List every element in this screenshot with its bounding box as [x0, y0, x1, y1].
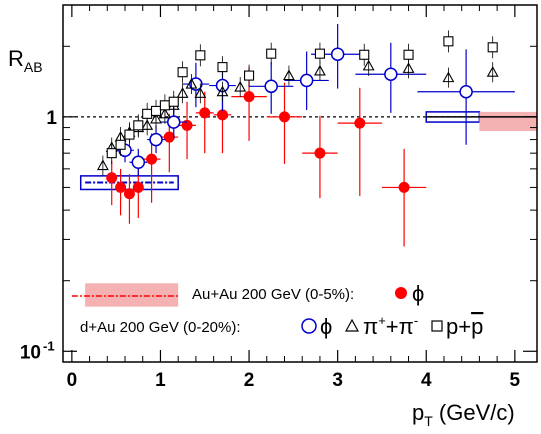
plot-frame: [62, 4, 538, 363]
filled-circle-point-1: [115, 181, 127, 193]
axis-titles: RAB pT (GeV/c): [8, 46, 515, 429]
legend-dau-phi-marker: [301, 318, 317, 334]
filled-circle-point-13: [398, 181, 410, 193]
filled-circle-point-5: [163, 131, 175, 143]
filled-circle-point-11: [314, 147, 326, 159]
x-axis-title-main: p: [412, 400, 424, 425]
legend: Au+Au 200 GeV (0-5%): ϕ d+Au 200 GeV (0-…: [71, 281, 483, 339]
open-square-point-15: [403, 49, 414, 60]
open-square-point-10: [217, 62, 228, 73]
filled-circle-point-12: [354, 117, 366, 129]
systematic-band-auau-2: [479, 111, 537, 132]
legend-dau-proton-label: p+p: [446, 314, 483, 339]
open-square-point-8: [177, 67, 188, 78]
open-square-point-14: [359, 49, 370, 60]
open-square-point-6: [159, 100, 170, 111]
series-open-square: [106, 30, 498, 165]
x-tick-label-2: 2: [244, 370, 255, 391]
legend-pion-sup-minus: -: [414, 313, 418, 328]
legend-auau-symbol: ϕ: [412, 281, 424, 306]
open-square-point-1: [115, 139, 126, 150]
open-square-point-16: [443, 36, 454, 47]
legend-auau-label: Au+Au 200 GeV (0-5%):: [192, 286, 354, 303]
open-circle-point-3: [166, 115, 181, 129]
filled-circle-point-8: [216, 109, 228, 121]
systematic-boxes: [79, 111, 537, 191]
filled-circle-point-10: [278, 111, 290, 123]
filled-circle-point-4: [146, 153, 158, 165]
open-square-point-17: [487, 42, 498, 53]
legend-dau-label: d+Au 200 GeV (0-20%):: [80, 319, 241, 336]
legend-pion-sup-plus: +: [378, 313, 386, 328]
open-square-point-13: [314, 48, 325, 59]
open-circle-point-10: [459, 84, 473, 99]
x-axis-title-unit: (GeV/c): [433, 400, 515, 425]
filled-circle-point-6: [181, 119, 193, 131]
x-tick-label-5: 5: [510, 370, 521, 391]
x-tick-label-1: 1: [155, 370, 166, 391]
y-axis-title-sub: AB: [24, 59, 43, 75]
filled-circle-point-9: [243, 91, 255, 103]
data-series: [96, 23, 515, 247]
filled-circle-point-7: [199, 107, 211, 119]
legend-dau-pion-label: π++π-: [363, 313, 418, 339]
filled-circle-point-0: [106, 172, 118, 184]
series-open-triangle: [96, 55, 499, 176]
axes: 0 1 2 3 4 5 1 10 -1: [20, 4, 538, 391]
open-square-point-2: [124, 129, 135, 140]
y-tick-label-exponent-1: -1: [43, 338, 55, 353]
legend-dau-proton-marker: [431, 320, 443, 332]
open-circle-point-7: [299, 73, 314, 88]
filled-circle-point-2: [123, 188, 135, 200]
y-tick-label-0: 1: [46, 108, 57, 129]
filled-circle-point-3: [132, 181, 144, 193]
legend-proton-pbar: p: [471, 314, 483, 339]
legend-auau-marker: [395, 287, 407, 299]
open-circle-point-8: [330, 47, 345, 61]
x-tick-label-0: 0: [67, 370, 78, 391]
open-square-point-11: [244, 70, 255, 81]
x-tick-label-3: 3: [332, 370, 343, 391]
open-square-point-5: [150, 105, 162, 116]
open-square-point-3: [133, 120, 144, 131]
series-filled-circle: [106, 67, 427, 247]
open-circle-point-2: [149, 132, 163, 147]
open-square-point-0: [106, 148, 117, 159]
open-square-point-9: [195, 50, 206, 61]
series-open-circle: [116, 23, 515, 176]
open-square-point-7: [168, 96, 179, 107]
open-circle-point-6: [264, 79, 278, 94]
y-tick-label-1: 10: [20, 342, 41, 363]
legend-pion-pi2: +π: [386, 314, 414, 339]
x-axis-title-sub: T: [424, 413, 433, 429]
y-axis-title: RAB: [8, 46, 43, 75]
legend-dau-pion-marker: [344, 318, 360, 332]
open-square-point-12: [266, 48, 277, 59]
y-axis-title-main: R: [8, 46, 24, 71]
open-circle-point-9: [384, 67, 398, 81]
open-circle-point-1: [131, 155, 146, 170]
legend-pion-pi1: π: [363, 314, 378, 339]
x-axis-title: pT (GeV/c): [412, 400, 515, 429]
open-square-point-4: [142, 108, 153, 119]
legend-auau-band: [85, 283, 179, 307]
legend-proton-p: p+: [446, 314, 471, 339]
legend-dau-phi-symbol: ϕ: [320, 314, 332, 339]
x-tick-label-4: 4: [421, 370, 432, 391]
